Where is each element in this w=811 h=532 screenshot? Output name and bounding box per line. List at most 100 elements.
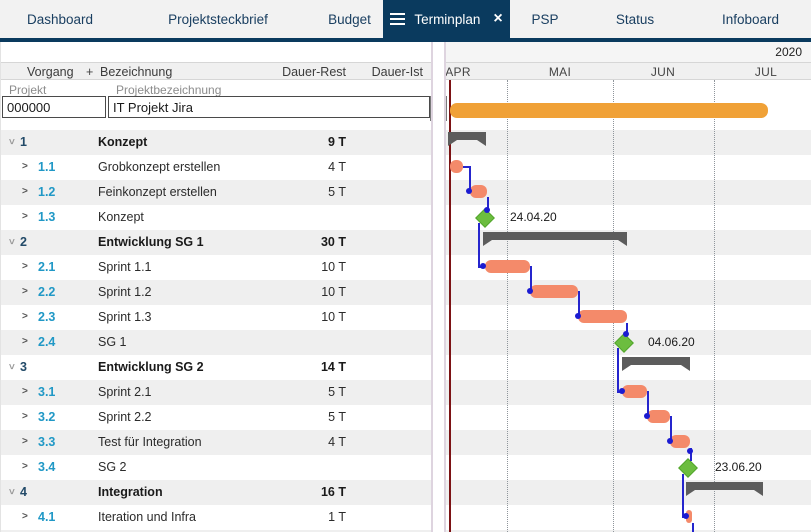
- summary-bar[interactable]: [686, 482, 763, 496]
- expand-chevron-icon[interactable]: >: [22, 186, 28, 197]
- table-row[interactable]: >2.1 Sprint 1.1 10 T: [1, 255, 432, 280]
- row-number: 4: [20, 485, 27, 499]
- project-summary-bar[interactable]: [450, 103, 768, 118]
- expand-chevron-icon[interactable]: >: [22, 161, 28, 172]
- expand-chevron-icon[interactable]: >: [22, 461, 28, 472]
- project-id-label: Projekt: [9, 83, 47, 97]
- connector-line: [617, 348, 619, 391]
- table-row[interactable]: >3.4 SG 2: [1, 455, 432, 480]
- expand-chevron-icon[interactable]: >: [22, 511, 28, 522]
- table-row[interactable]: >2.3 Sprint 1.3 10 T: [1, 305, 432, 330]
- row-number: 1.2: [38, 185, 56, 199]
- expand-chevron-icon[interactable]: >: [22, 261, 28, 272]
- add-column-button[interactable]: +: [86, 65, 94, 79]
- connector-line: [530, 266, 532, 291]
- tab-label: Projektsteckbrief: [168, 11, 268, 27]
- milestone-date-label: 24.04.20: [510, 209, 557, 224]
- connector-line: [690, 448, 692, 461]
- task-bar[interactable]: [670, 435, 690, 448]
- task-bar[interactable]: [647, 410, 670, 423]
- connector-dot: [575, 313, 581, 319]
- menu-icon[interactable]: [390, 13, 406, 25]
- table-row[interactable]: >2 Entwicklung SG 1 30 T: [1, 230, 432, 255]
- tab-projektsteckbrief[interactable]: Projektsteckbrief: [120, 0, 316, 38]
- tab-psp[interactable]: PSP: [510, 0, 580, 38]
- connector-dot: [484, 207, 490, 213]
- timescale-month-row: APR MAI JUN JUL: [446, 62, 811, 80]
- tab-label: Terminplan: [414, 11, 481, 27]
- table-row[interactable]: >2.2 Sprint 1.2 10 T: [1, 280, 432, 305]
- summary-bar[interactable]: [483, 232, 627, 246]
- table-row[interactable]: >4 Integration 16 T: [1, 480, 432, 505]
- table-row[interactable]: >3.1 Sprint 2.1 5 T: [1, 380, 432, 405]
- row-name: Grobkonzept erstellen: [98, 160, 221, 174]
- tab-terminplan[interactable]: Terminplan ×: [383, 0, 510, 38]
- row-duration: 4 T: [328, 160, 346, 174]
- row-stripe: [446, 130, 811, 155]
- connector-line: [469, 166, 471, 191]
- close-icon[interactable]: ×: [493, 10, 503, 27]
- panel-splitter[interactable]: [431, 42, 446, 532]
- summary-bar-left-cap: [686, 482, 695, 496]
- table-row[interactable]: >4.1 Iteration und Infra 1 T: [1, 505, 432, 530]
- collapse-chevron-icon[interactable]: >: [5, 138, 17, 145]
- row-name: Integration: [98, 485, 163, 499]
- task-bar[interactable]: [450, 160, 463, 173]
- connector-line: [463, 166, 469, 168]
- task-bar[interactable]: [578, 310, 627, 323]
- milestone-date-label: 23.06.20: [715, 459, 762, 474]
- connector-line: [692, 523, 694, 532]
- expand-chevron-icon[interactable]: >: [22, 411, 28, 422]
- column-dauer-ist: Dauer-Ist: [371, 65, 423, 79]
- table-row[interactable]: >3.2 Sprint 2.2 5 T: [1, 405, 432, 430]
- expand-chevron-icon[interactable]: >: [22, 386, 28, 397]
- summary-bar-left-cap: [622, 357, 631, 371]
- collapse-chevron-icon[interactable]: >: [5, 238, 17, 245]
- table-row[interactable]: >2.4 SG 1: [1, 330, 432, 355]
- task-bar[interactable]: [470, 185, 487, 198]
- summary-bar[interactable]: [622, 357, 690, 371]
- task-bar[interactable]: [686, 510, 692, 523]
- row-stripe: [446, 530, 811, 532]
- row-number: 3: [20, 360, 27, 374]
- expand-chevron-icon[interactable]: >: [22, 436, 28, 447]
- collapse-chevron-icon[interactable]: >: [5, 363, 17, 370]
- tab-infoboard[interactable]: Infoboard: [690, 0, 811, 38]
- row-duration: 4 T: [328, 435, 346, 449]
- connector-line: [670, 416, 672, 441]
- month-grid-line: [507, 80, 508, 532]
- expand-chevron-icon[interactable]: >: [22, 286, 28, 297]
- table-row[interactable]: >1.1 Grobkonzept erstellen 4 T: [1, 155, 432, 180]
- expand-chevron-icon[interactable]: >: [22, 336, 28, 347]
- task-bar[interactable]: [530, 285, 578, 298]
- task-bar[interactable]: [485, 260, 530, 273]
- project-name-input[interactable]: [108, 96, 430, 118]
- summary-bar-right-cap: [681, 357, 690, 371]
- table-row[interactable]: >3 Entwicklung SG 2 14 T: [1, 355, 432, 380]
- row-duration: 5 T: [328, 185, 346, 199]
- row-duration: 5 T: [328, 385, 346, 399]
- table-row[interactable]: >1 Konzept 9 T: [1, 130, 432, 155]
- expand-chevron-icon[interactable]: >: [22, 211, 28, 222]
- gantt-plot-area: 24.04.20 04.06.20 23.06.20: [446, 80, 811, 532]
- expand-chevron-icon[interactable]: >: [22, 311, 28, 322]
- connector-line: [578, 291, 580, 316]
- row-name: Iteration und Infra: [98, 510, 196, 524]
- summary-bar-right-cap: [618, 232, 627, 246]
- table-row[interactable]: >1.3 Konzept: [1, 205, 432, 230]
- tab-bar: Dashboard Projektsteckbrief Budget Termi…: [0, 0, 811, 38]
- summary-bar[interactable]: [448, 132, 486, 146]
- row-name: Konzept: [98, 135, 148, 149]
- row-number: 1: [20, 135, 27, 149]
- project-id-input[interactable]: [2, 96, 106, 118]
- row-name: SG 1: [98, 335, 127, 349]
- tab-budget[interactable]: Budget: [316, 0, 383, 38]
- tab-dashboard[interactable]: Dashboard: [0, 0, 120, 38]
- tab-label: Budget: [328, 11, 371, 27]
- table-row[interactable]: >1.2 Feinkonzept erstellen 5 T: [1, 180, 432, 205]
- table-row[interactable]: >3.3 Test für Integration 4 T: [1, 430, 432, 455]
- summary-bar-right-cap: [477, 132, 486, 146]
- collapse-chevron-icon[interactable]: >: [5, 488, 17, 495]
- task-bar[interactable]: [622, 385, 647, 398]
- tab-status[interactable]: Status: [580, 0, 690, 38]
